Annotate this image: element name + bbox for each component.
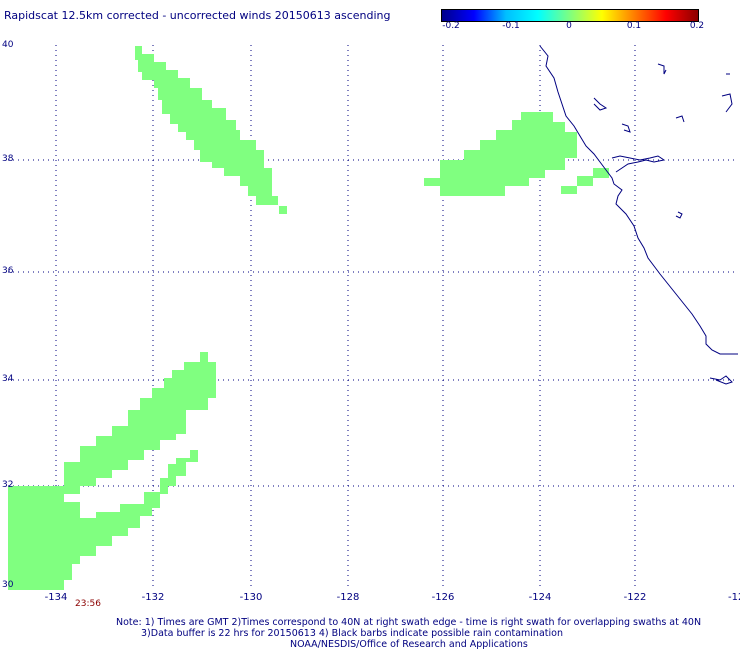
colorbar-tick: 0.2 (689, 21, 705, 31)
colorbar-tick: 0 (566, 21, 572, 31)
colorbar (441, 9, 699, 22)
swath-time-label: 23:56 (75, 599, 101, 609)
note-line-3: NOAA/NESDIS/Office of Research and Appli… (290, 639, 528, 650)
swath-lower-left (8, 352, 216, 590)
swath-upper-right (424, 112, 609, 196)
lon-label: -134 (44, 592, 68, 603)
colorbar-tick: -0.1 (502, 21, 520, 31)
lon-label: -124 (528, 592, 552, 603)
lon-label: -128 (336, 592, 360, 603)
colorbar-tick: 0.1 (626, 21, 642, 31)
lon-label: -126 (431, 592, 455, 603)
lat-label: 38 (2, 154, 14, 164)
note-line-2: 3)Data buffer is 22 hrs for 20150613 4) … (141, 628, 563, 639)
note-line-1: Note: 1) Times are GMT 2)Times correspon… (116, 617, 702, 628)
lat-label: 34 (2, 374, 14, 384)
lat-grid-lines (8, 159, 738, 487)
swath-upper-left (135, 46, 287, 214)
lon-label: -130 (239, 592, 263, 603)
lon-label: -132 (141, 592, 165, 603)
lat-label: 40 (2, 40, 14, 50)
colorbar-tick: -0.2 (442, 21, 460, 31)
lat-label: 30 (2, 580, 14, 590)
coastline (539, 45, 738, 385)
lat-label: 36 (2, 266, 14, 276)
lon-label: -120 (728, 592, 740, 603)
lon-label: -122 (623, 592, 647, 603)
map-title: Rapidscat 12.5km corrected - uncorrected… (4, 9, 391, 22)
lat-label: 32 (2, 480, 14, 490)
